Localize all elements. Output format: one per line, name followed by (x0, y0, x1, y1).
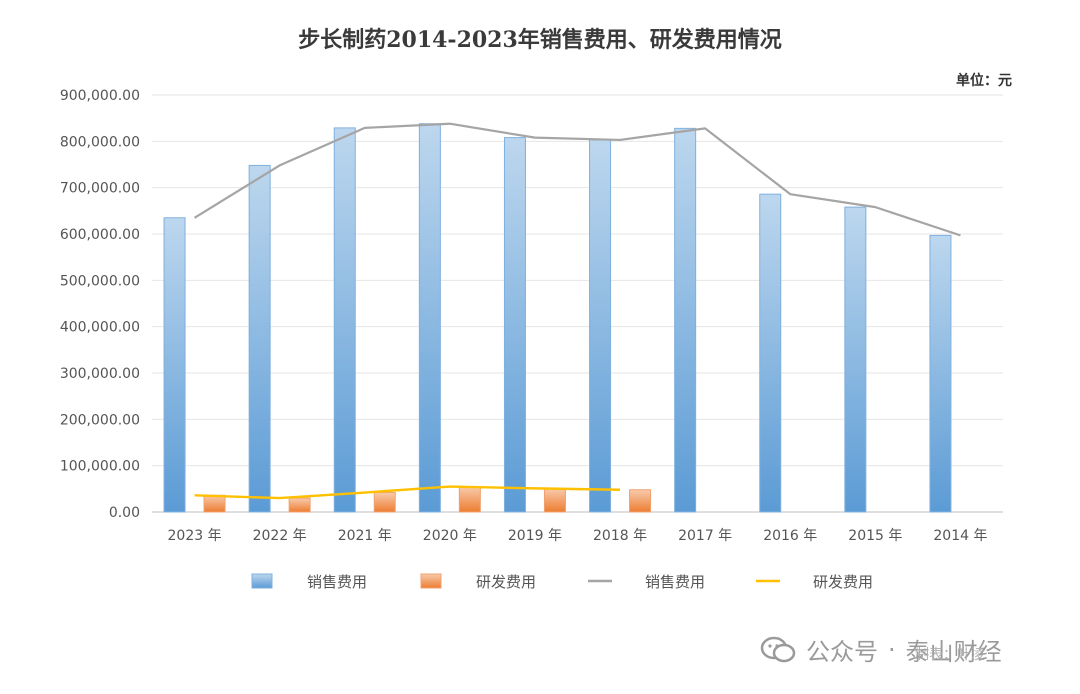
bar-rd-expense (629, 489, 652, 513)
y-tick-label: 600,000.00 (60, 227, 140, 243)
x-tick-label: 2022 年 (253, 528, 307, 544)
watermark-separator: · (888, 635, 896, 664)
x-tick-label: 2020 年 (423, 528, 477, 544)
y-tick-label: 700,000.00 (60, 181, 140, 197)
watermark-source: 公众号 (806, 638, 878, 666)
x-tick-label: 2016 年 (763, 528, 817, 544)
y-tick-label: 500,000.00 (60, 273, 140, 289)
legend-rd-bar-label: 研发费用 (476, 573, 536, 591)
watermark: 公众号 · 泰山财经 制表：叶凌 (760, 632, 1002, 667)
legend-sales-line-label: 销售费用 (645, 573, 705, 591)
bar-sales-expense (759, 193, 782, 513)
x-tick-label: 2019 年 (508, 528, 562, 544)
bar-sales-expense (418, 123, 441, 513)
x-tick-label: 2015 年 (848, 528, 902, 544)
line-rd-expense (194, 485, 621, 500)
bar-sales-expense (333, 127, 356, 513)
y-tick-label: 300,000.00 (60, 366, 140, 382)
unit-label: 单位：元 (956, 73, 1012, 89)
legend-rd-bar-swatch (420, 573, 442, 589)
wechat-icon (760, 636, 796, 664)
y-tick-label: 400,000.00 (60, 320, 140, 336)
bar-sales-expense (248, 164, 271, 513)
bar-sales-expense (674, 127, 697, 513)
y-tick-label: 100,000.00 (60, 459, 140, 475)
x-tick-label: 2021 年 (338, 528, 392, 544)
x-tick-label: 2017 年 (678, 528, 732, 544)
legend-rd-bar: 研发费用 (420, 573, 536, 591)
bar-rd-expense (203, 494, 226, 513)
legend-sales-bar-swatch (251, 573, 273, 589)
bar-rd-expense (288, 497, 311, 513)
x-tick-label: 2023 年 (168, 528, 222, 544)
watermark-account: 泰山财经 (905, 638, 1002, 666)
bar-sales-expense (503, 137, 526, 513)
line-sales-expense (193, 122, 961, 237)
chart-title: 步长制药2014-2023年销售费用、研发费用情况 (298, 27, 782, 53)
y-tick-label: 800,000.00 (60, 134, 140, 150)
y-tick-label: 0.00 (109, 505, 140, 521)
legend-rd-line: 研发费用 (756, 573, 873, 591)
legend-sales-bar-label: 销售费用 (307, 573, 367, 591)
x-tick-label: 2018 年 (593, 528, 647, 544)
legend-rd-line-label: 研发费用 (813, 573, 873, 591)
legend-sales-line: 销售费用 (588, 573, 705, 591)
bar-rd-expense (373, 492, 396, 513)
watermark-overlay: 制表：叶凌 (915, 647, 985, 663)
bar-sales-expense (929, 234, 952, 513)
y-tick-label: 200,000.00 (60, 412, 140, 428)
bar-sales-expense (589, 139, 612, 513)
bar-sales-expense (163, 217, 186, 513)
bar-sales-expense (844, 206, 867, 513)
bar-rd-expense (458, 486, 481, 513)
legend-sales-bar: 销售费用 (251, 573, 367, 591)
bar-rd-expense (543, 487, 566, 513)
x-tick-label: 2014 年 (933, 528, 987, 544)
y-tick-label: 900,000.00 (60, 88, 140, 104)
